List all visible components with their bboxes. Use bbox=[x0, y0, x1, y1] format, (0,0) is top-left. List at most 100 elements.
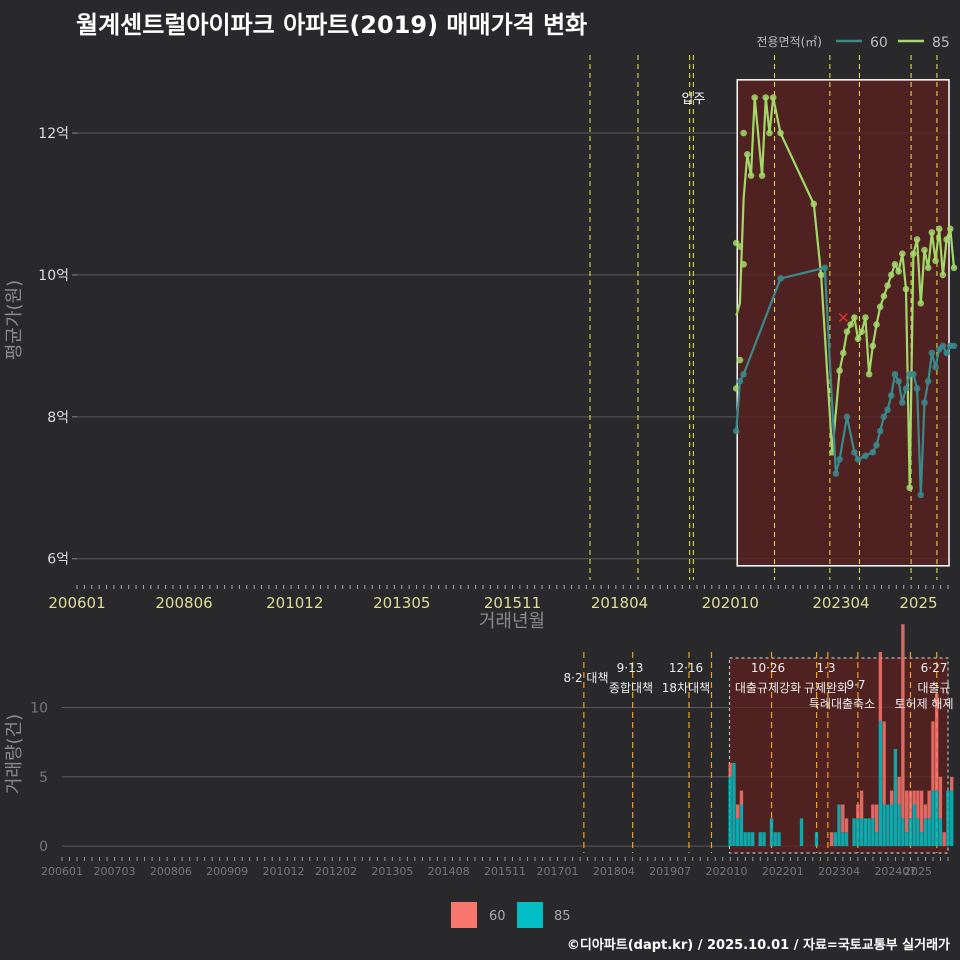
legend-bottom-label-85: 85 bbox=[554, 909, 571, 924]
series-85-point bbox=[736, 356, 744, 364]
bar-85 bbox=[871, 818, 875, 847]
bar-60 bbox=[874, 804, 879, 833]
series-60-point bbox=[950, 342, 958, 350]
series-60-point bbox=[854, 456, 862, 463]
bar-85 bbox=[934, 790, 939, 847]
bar-85 bbox=[728, 776, 732, 847]
series-85-point bbox=[751, 94, 759, 101]
series-60-line bbox=[735, 266, 954, 495]
bar-60 bbox=[897, 776, 901, 805]
bar-85 bbox=[893, 749, 898, 847]
bottom-x-tick-label: 201012 bbox=[263, 865, 305, 878]
bar-60 bbox=[908, 790, 913, 819]
page-title: 월계센트럴아이파크 아파트(2019) 매매가격 변화 bbox=[76, 11, 588, 39]
bottom-y-tick-label: 10 bbox=[30, 700, 48, 716]
series-60-point bbox=[836, 456, 843, 463]
series-60-point bbox=[862, 452, 869, 460]
series-85-point bbox=[865, 370, 873, 378]
legend-bottom-swatch-60 bbox=[451, 902, 477, 928]
series-85-point bbox=[917, 300, 925, 307]
bar-85 bbox=[777, 832, 781, 847]
bar-85 bbox=[799, 818, 804, 847]
bottom-y-axis-title: 거래량(건) bbox=[4, 714, 25, 794]
top-x-tick-label: 201305 bbox=[373, 594, 430, 612]
top-highlight-box bbox=[736, 79, 950, 567]
bottom-x-tick-label: 201511 bbox=[484, 865, 526, 878]
bottom-annotation-label: 12·16 bbox=[669, 661, 703, 675]
series-85-point bbox=[810, 200, 818, 208]
series-60-point bbox=[939, 342, 947, 350]
bar-60 bbox=[934, 693, 939, 791]
bar-60 bbox=[829, 832, 834, 847]
series-85-point bbox=[747, 172, 755, 179]
bar-85 bbox=[882, 804, 886, 847]
series-85-point bbox=[910, 250, 917, 257]
top-y-tick-label: 6억 bbox=[47, 552, 69, 568]
bottom-x-tick-label: 201804 bbox=[593, 865, 635, 878]
bar-60 bbox=[923, 804, 928, 819]
series-85-point bbox=[766, 129, 773, 137]
series-85-point bbox=[858, 328, 866, 335]
series-85-point bbox=[880, 292, 888, 300]
series-85-point bbox=[740, 129, 747, 137]
legend-bottom-swatch-85 bbox=[517, 902, 543, 928]
series-85-point bbox=[839, 349, 847, 357]
series-85-point bbox=[854, 335, 862, 343]
bottom-x-tick-label: 201408 bbox=[428, 865, 470, 878]
series-60-point bbox=[902, 385, 910, 392]
series-60-point bbox=[832, 470, 840, 477]
series-60-point bbox=[932, 363, 939, 371]
bar-60 bbox=[739, 790, 744, 805]
series-60-point bbox=[740, 370, 747, 378]
bottom-annotation-label: 토허제 해제 bbox=[894, 697, 953, 711]
bar-85 bbox=[901, 818, 905, 847]
series-85-point bbox=[847, 321, 854, 328]
legend-bottom-label-60: 60 bbox=[489, 909, 506, 924]
bar-60 bbox=[904, 790, 909, 833]
series-60-point bbox=[851, 448, 858, 456]
bar-60 bbox=[950, 776, 954, 791]
bottom-x-tick-label: 200601 bbox=[41, 865, 83, 878]
bottom-x-tick-label: 200909 bbox=[206, 865, 248, 878]
series-85-point bbox=[740, 260, 747, 268]
bar-85 bbox=[769, 818, 774, 847]
series-60-point bbox=[873, 441, 880, 449]
bottom-y-tick-label: 0 bbox=[39, 839, 48, 855]
bar-60 bbox=[728, 762, 732, 777]
series-85-point bbox=[862, 314, 869, 321]
bar-85 bbox=[856, 818, 860, 847]
series-85-point bbox=[947, 225, 954, 233]
bar-60 bbox=[919, 790, 924, 833]
bottom-x-tick-label: 201907 bbox=[649, 865, 691, 878]
series-85-point bbox=[899, 250, 906, 257]
bar-60 bbox=[871, 804, 875, 819]
top-x-tick-label: 200601 bbox=[48, 594, 105, 612]
series-60-point bbox=[910, 370, 917, 378]
series-85-point bbox=[851, 314, 858, 321]
top-x-tick-label: 202304 bbox=[812, 594, 869, 612]
bottom-annotation-label: 대출규제강화 bbox=[735, 681, 801, 695]
bar-85 bbox=[833, 832, 837, 847]
bar-85 bbox=[938, 818, 943, 847]
series-85-point bbox=[913, 236, 921, 243]
bottom-x-tick-label: 202407 bbox=[874, 865, 916, 878]
bar-60 bbox=[856, 804, 860, 819]
series-85-point bbox=[873, 321, 880, 328]
top-x-axis-title: 거래년월 bbox=[479, 611, 545, 632]
top-marker-x bbox=[838, 312, 848, 323]
series-60-point bbox=[943, 349, 950, 357]
series-60-point bbox=[732, 427, 740, 435]
bar-85 bbox=[736, 818, 740, 847]
series-60-point bbox=[876, 427, 884, 435]
bar-85 bbox=[886, 804, 890, 847]
series-85-point bbox=[950, 264, 958, 272]
bar-85 bbox=[878, 721, 883, 847]
series-85-point bbox=[876, 303, 884, 311]
series-85-point bbox=[836, 367, 843, 375]
bar-85 bbox=[758, 832, 762, 847]
bar-85 bbox=[844, 832, 849, 847]
top-x-tick-label: 201511 bbox=[484, 594, 541, 612]
bottom-annotation-label: 1·3 bbox=[816, 661, 835, 675]
series-60-point bbox=[880, 413, 888, 421]
series-60-point bbox=[884, 406, 891, 414]
